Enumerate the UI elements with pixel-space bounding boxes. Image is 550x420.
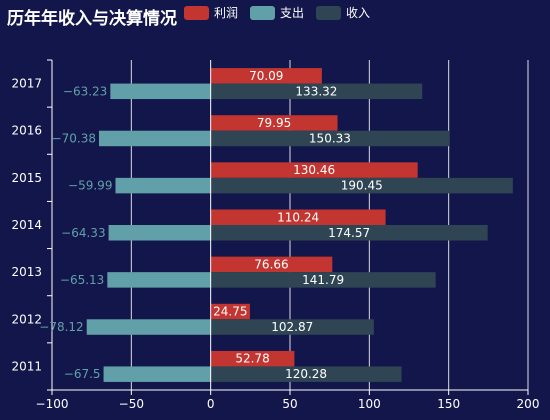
bar-expense	[115, 177, 211, 194]
data-label-income: 150.33	[309, 131, 351, 145]
bar-expense	[103, 366, 211, 382]
data-label-income: 102.87	[271, 320, 313, 334]
bar-income	[210, 272, 436, 288]
legend-item-income[interactable]: 收入	[316, 4, 370, 21]
bar-income	[210, 319, 374, 335]
data-label-profit: 52.78	[235, 352, 269, 366]
legend-item-profit[interactable]: 利润	[184, 4, 238, 21]
x-tick-label: −100	[36, 397, 69, 411]
x-tick-label: 0	[207, 397, 215, 411]
data-label-profit: 79.95	[257, 116, 291, 130]
bar-profit	[210, 209, 386, 225]
bar-profit	[210, 350, 295, 367]
data-label-expense: −67.5	[64, 367, 101, 381]
y-tick-label: 2016	[11, 124, 42, 138]
y-tick-label: 2015	[11, 171, 42, 185]
legend-label-profit: 利润	[214, 6, 239, 20]
bar-income	[210, 83, 423, 100]
data-label-profit: 76.66	[254, 257, 288, 271]
data-label-expense: −63.23	[63, 84, 107, 98]
bar-expense	[108, 225, 211, 241]
data-label-profit: 24.75	[213, 305, 247, 319]
legend-label-expense: 支出	[280, 6, 305, 20]
bar-profit	[210, 162, 418, 178]
bar-income	[210, 225, 488, 241]
legend-swatch-profit	[184, 5, 209, 20]
bar-expense	[98, 130, 211, 147]
legend-swatch-income	[316, 5, 342, 20]
x-tick-label: 150	[437, 397, 460, 411]
bar-profit	[210, 115, 338, 131]
data-label-expense: −78.12	[39, 320, 83, 334]
data-label-expense: −59.99	[68, 179, 112, 193]
bar-expense	[107, 272, 211, 288]
data-label-profit: 110.24	[277, 210, 319, 224]
data-label-income: 120.28	[285, 367, 327, 381]
data-label-profit: 130.46	[293, 163, 335, 177]
data-label-expense: −65.13	[60, 273, 104, 287]
data-label-income: 141.79	[302, 273, 344, 287]
data-label-income: 133.32	[295, 84, 337, 98]
data-label-profit: 70.09	[249, 69, 283, 83]
y-tick-label: 2012	[11, 312, 42, 326]
bar-expense	[86, 319, 211, 335]
x-tick-label: 50	[282, 397, 297, 411]
legend-item-expense[interactable]: 支出	[250, 4, 304, 21]
x-tick-label: 200	[517, 397, 540, 411]
bar-expense	[110, 83, 211, 100]
bar-profit	[210, 256, 333, 273]
x-tick-label: 100	[358, 397, 381, 411]
data-label-expense: −64.33	[61, 226, 105, 240]
bar-income	[210, 177, 513, 194]
y-tick-label: 2011	[11, 359, 42, 373]
legend-swatch-expense	[250, 5, 276, 20]
bar-income	[210, 130, 450, 147]
bar-profit	[210, 68, 322, 84]
data-label-income: 190.45	[341, 179, 383, 193]
bar-profit	[210, 303, 250, 320]
data-label-income: 174.57	[328, 226, 370, 240]
y-tick-label: 2013	[11, 265, 42, 279]
data-label-expense: −70.38	[52, 131, 96, 145]
chart-title: 历年年收入与决算情况	[7, 9, 177, 29]
legend-label-income: 收入	[346, 6, 371, 20]
y-tick-label: 2017	[11, 77, 42, 91]
y-tick-label: 2014	[11, 218, 42, 232]
legend: 利润 支出 收入	[184, 4, 370, 21]
x-tick-label: −50	[119, 397, 144, 411]
bar-income	[210, 366, 402, 382]
